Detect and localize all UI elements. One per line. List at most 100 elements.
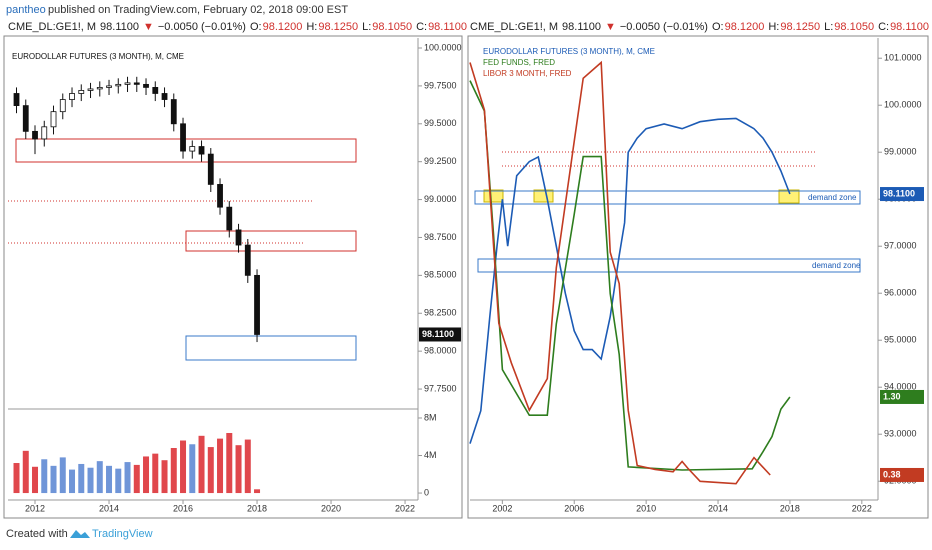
header-part: CME_DL:GE1!, M [470,21,558,33]
candle-body [59,99,66,113]
candle-body [226,206,233,231]
volume-bar [69,469,76,494]
x-tick-label: 2016 [173,503,193,513]
candle-body [87,88,94,91]
candle-body [106,85,112,88]
header-part: 98.1100 [428,21,467,33]
candle-body [198,146,205,155]
candle-body [96,87,103,90]
y-tick-label: 97.7500 [424,383,457,393]
header-part: 98.1100 [890,21,929,33]
candle-body [254,274,260,335]
volume-bar [226,432,233,494]
logo [70,530,90,538]
candle-body [161,93,168,100]
volume-tick-label: 8M [424,412,437,422]
y-tick-label: 98.7500 [424,232,457,242]
candle-body [189,146,196,152]
volume-bar [96,461,103,494]
volume-tick-label: 0 [424,487,429,497]
x-tick-label: 2018 [247,503,267,513]
candle-body [13,93,20,107]
volume-bar [235,445,242,494]
y-tick-label: 93.0000 [884,429,917,439]
header-part: ▼ [143,21,154,33]
y-tick-label: 99.0000 [884,147,917,157]
volume-bar [106,465,113,494]
volume-bar [41,459,48,494]
header-part: −0.0050 (−0.01%) [620,21,708,33]
volume-bar [244,439,251,494]
header-part: 98.1100 [100,21,139,33]
header-part: C: [878,21,889,33]
volume-bar [180,440,187,494]
x-tick-label: 2006 [564,503,584,513]
header-part: 98.1200 [725,21,765,33]
x-tick-label: 2020 [321,503,341,513]
y-tick-label: 97.0000 [884,241,917,251]
header-part: −0.0050 (−0.01%) [158,21,246,33]
y-tick-label: 94.0000 [884,382,917,392]
volume-bar [161,460,168,494]
volume-bar [152,453,159,494]
legend-entry: LIBOR 3 MONTH, FRED [483,69,572,78]
zone [474,190,861,205]
x-tick-label: 2022 [852,503,872,513]
volume-bar [143,456,150,494]
header-part: ▼ [605,21,616,33]
last-price: 98.1100 [422,329,454,339]
x-tick-label: 2002 [492,503,512,513]
y-tick-label: 99.2500 [424,156,457,166]
chart-title: EURODOLLAR FUTURES (3 MONTH), M, CME [12,52,184,61]
header-part: H: [306,21,317,33]
header-part: 98.1100 [562,21,601,33]
publisher[interactable]: pantheo [6,4,46,16]
candle-body [41,126,48,140]
candle-body [170,99,177,125]
x-tick-label: 2014 [99,503,119,513]
volume-bar [59,457,66,494]
candle-body [78,90,85,94]
y-tick-label: 95.0000 [884,335,917,345]
footer-text: Created with [6,528,68,540]
brand[interactable]: TradingView [92,528,153,540]
y-tick-label: 96.0000 [884,288,917,298]
header-part: 98.1250 [780,21,820,33]
volume-bar [198,435,205,494]
volume-bar [254,489,261,494]
x-tick-label: 2022 [395,503,415,513]
volume-bar [87,467,94,494]
x-tick-label: 2018 [780,503,800,513]
annotation: demand zone [812,261,861,270]
volume-bar [217,438,224,494]
volume-bar [13,463,20,494]
header-part: O: [250,21,262,33]
panel-right [467,35,929,519]
last-value-bg [880,187,924,202]
header-part: 98.1200 [263,21,303,33]
y-tick-label: 99.7500 [424,80,457,90]
annotation: demand zone [808,193,857,202]
header-part: 98.1050 [372,21,412,33]
candle-body [133,82,140,85]
legend-entry: EURODOLLAR FUTURES (3 MONTH), M, CME [483,47,655,56]
header-part: L: [362,21,371,33]
y-tick-label: 100.0000 [884,100,922,110]
x-tick-label: 2012 [25,503,45,513]
zone [15,138,357,163]
volume-bar [50,465,57,494]
candle-body [180,123,186,152]
volume-bar [207,447,214,494]
candle-body [32,130,38,140]
volume-bar [22,450,29,494]
candle-body [244,244,251,276]
last-price-bg [419,327,461,342]
header-part: L: [824,21,833,33]
y-tick-label: 101.0000 [884,53,922,63]
y-tick-label: 100.0000 [424,42,462,52]
y-tick-label: 98.2500 [424,308,457,318]
last-value: 1.30 [883,391,901,401]
candle-body [22,105,29,132]
